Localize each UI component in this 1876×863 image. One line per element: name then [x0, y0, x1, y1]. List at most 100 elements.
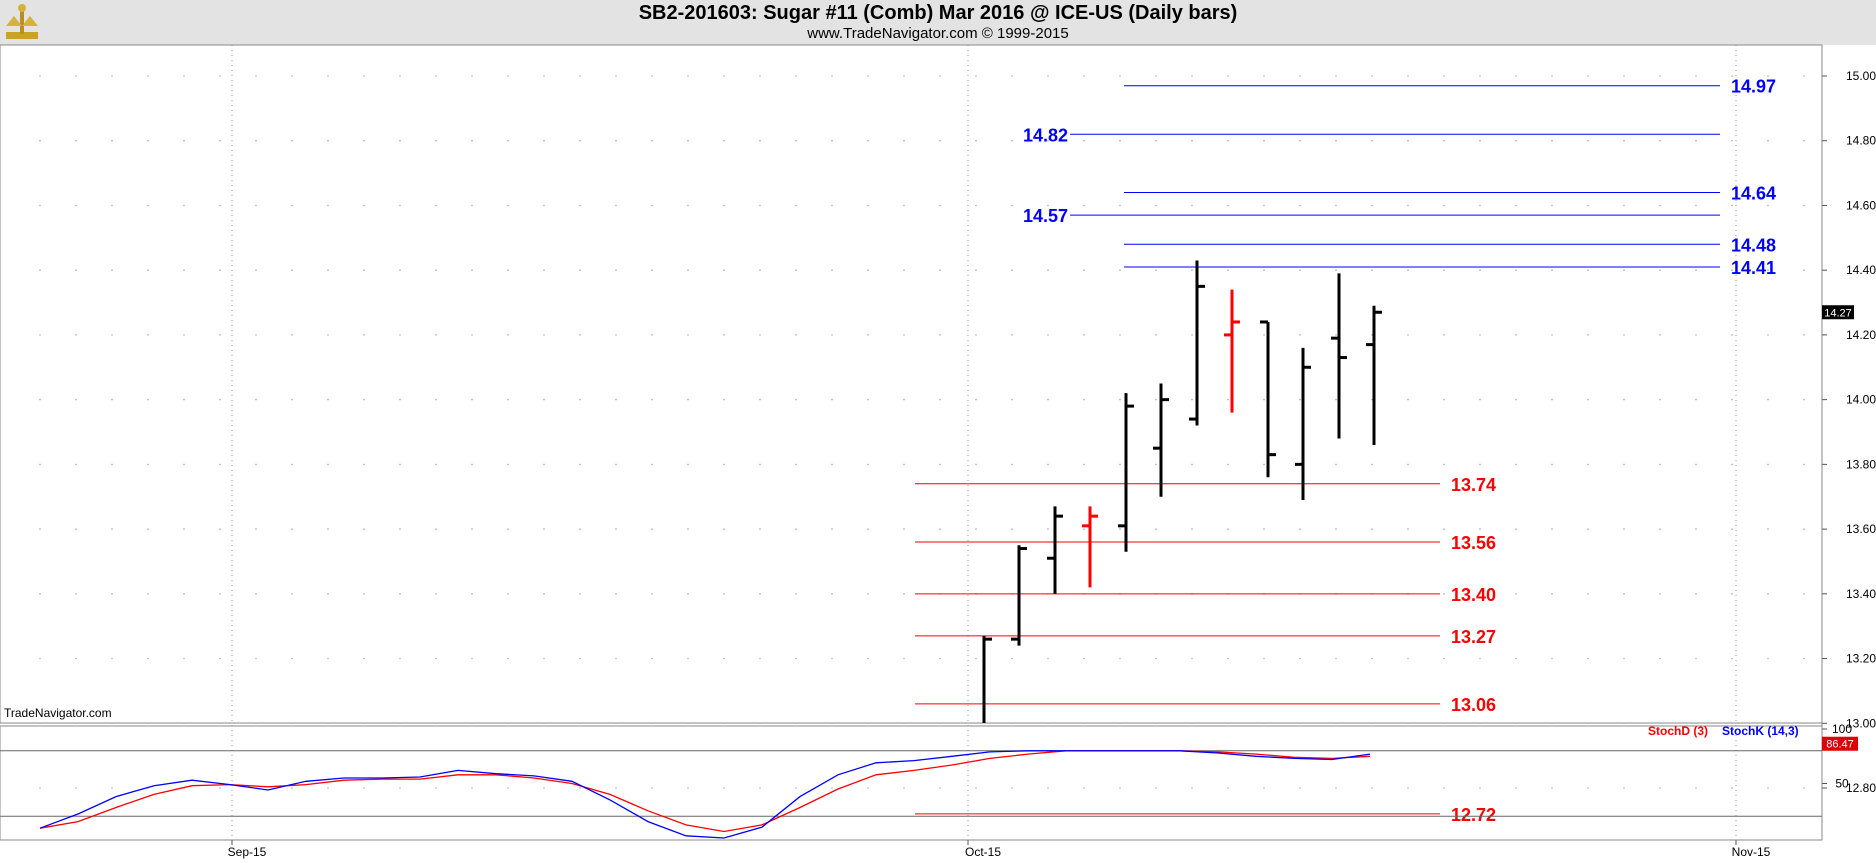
grid-dot [1227, 139, 1229, 142]
grid-dot [1047, 334, 1049, 336]
resistance-label: 14.64 [1731, 184, 1776, 204]
grid-dot [327, 463, 329, 466]
grid-dot [183, 722, 185, 725]
grid-dot [1551, 75, 1553, 77]
grid-dot [1767, 269, 1769, 271]
grid-dot [759, 269, 761, 271]
y-tick-label: 14.20 [1846, 328, 1876, 342]
x-tick-label: Sep-15 [228, 845, 267, 859]
grid-dot [111, 204, 113, 207]
grid-dot [1659, 75, 1661, 77]
grid-dot [723, 722, 725, 725]
grid-dot [975, 657, 977, 660]
grid-dot [1083, 528, 1085, 530]
grid-dot [867, 139, 869, 142]
resistance-label: 14.97 [1731, 77, 1776, 97]
grid-dot [975, 398, 977, 401]
grid-dot [1047, 787, 1049, 789]
grid-dot [1155, 75, 1157, 77]
grid-dot [1623, 593, 1625, 595]
grid-dot [1695, 593, 1697, 595]
grid-dot [1047, 398, 1049, 401]
grid-dot [1083, 334, 1085, 336]
support-label: 13.06 [1451, 695, 1496, 715]
y-tick-label: 13.20 [1846, 652, 1876, 666]
grid-dot [183, 139, 185, 142]
grid-dot [1587, 657, 1589, 660]
grid-dot [1011, 75, 1013, 77]
grid-dot [1155, 398, 1157, 401]
grid-dot [327, 269, 329, 271]
grid-dot [1263, 722, 1265, 725]
grid-dot [111, 269, 113, 271]
grid-dot [1767, 593, 1769, 595]
grid-dot [651, 528, 653, 530]
grid-dot [219, 657, 221, 660]
grid-dot [219, 334, 221, 336]
grid-dot [1083, 463, 1085, 466]
grid-dot [1335, 657, 1337, 660]
grid-dot [147, 139, 149, 142]
grid-dot [1803, 398, 1805, 401]
support-label: 13.27 [1451, 627, 1496, 647]
grid-dot [291, 204, 293, 207]
grid-dot [1263, 398, 1265, 401]
grid-dot [867, 334, 869, 336]
grid-dot [1155, 722, 1157, 725]
grid-dot [795, 334, 797, 336]
grid-dot [471, 593, 473, 595]
grid-dot [1695, 204, 1697, 207]
grid-dot [291, 722, 293, 725]
grid-dot [1083, 269, 1085, 271]
grid-dot [579, 593, 581, 595]
grid-dot [435, 204, 437, 207]
grid-dot [1479, 139, 1481, 142]
stochastic-pane-border [0, 725, 1823, 841]
grid-dot [579, 398, 581, 401]
grid-dot [687, 657, 689, 660]
grid-dot [1515, 463, 1517, 466]
grid-dot [1443, 75, 1445, 77]
y-tick-label: 13.40 [1846, 587, 1876, 601]
grid-dot [1731, 204, 1733, 207]
grid-dot [1551, 334, 1553, 336]
grid-dot [939, 204, 941, 207]
grid-dot [219, 722, 221, 725]
grid-dot [1119, 75, 1121, 77]
grid-dot [1515, 657, 1517, 660]
resistance-label: 14.82 [1023, 125, 1068, 145]
grid-dot [75, 787, 77, 789]
grid-dot [435, 269, 437, 271]
grid-dot [1263, 334, 1265, 336]
grid-dot [651, 657, 653, 660]
grid-dot [507, 398, 509, 401]
grid-dot [435, 657, 437, 660]
grid-dot [399, 657, 401, 660]
grid-dot [1731, 269, 1733, 271]
grid-dot [1515, 139, 1517, 142]
grid-dot [1191, 334, 1193, 336]
grid-dot [39, 398, 41, 401]
grid-dot [399, 593, 401, 595]
grid-dot [1443, 593, 1445, 595]
grid-dot [327, 398, 329, 401]
grid-dot [75, 593, 77, 595]
grid-dot [1659, 593, 1661, 595]
grid-dot [1047, 722, 1049, 725]
grid-dot [1803, 593, 1805, 595]
grid-dot [1443, 787, 1445, 789]
grid-dot [723, 657, 725, 660]
y-tick-label: 14.80 [1846, 134, 1876, 148]
grid-dot [1443, 204, 1445, 207]
grid-dot [1479, 657, 1481, 660]
grid-dot [1515, 398, 1517, 401]
grid-dot [1335, 787, 1337, 789]
grid-dot [255, 463, 257, 466]
grid-dot [363, 334, 365, 336]
grid-dot [1515, 528, 1517, 530]
y-tick-label: 12.80 [1846, 781, 1876, 795]
title-bar: SB2-201603: Sugar #11 (Comb) Mar 2016 @ … [0, 0, 1876, 45]
grid-dot [1479, 787, 1481, 789]
grid-dot [1731, 657, 1733, 660]
